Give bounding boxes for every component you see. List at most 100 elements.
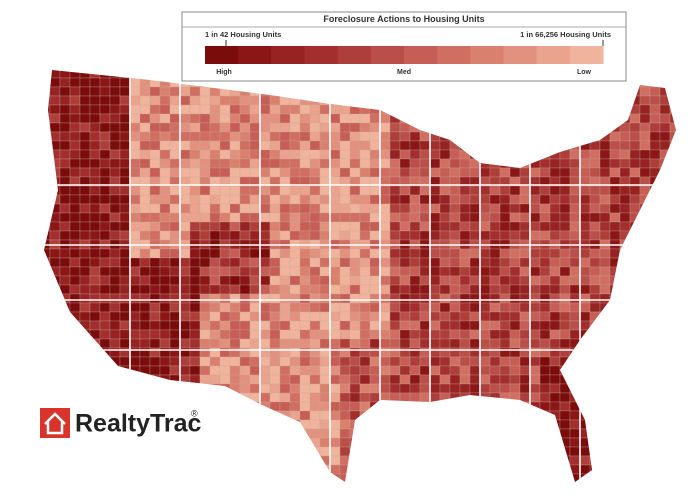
- county: [329, 167, 341, 178]
- county: [69, 194, 81, 205]
- county: [279, 203, 291, 214]
- county: [329, 194, 341, 205]
- county: [119, 86, 131, 97]
- county: [259, 392, 271, 403]
- county: [680, 123, 690, 132]
- county: [559, 338, 571, 349]
- state-line: [44, 70, 676, 480]
- county: [579, 473, 591, 482]
- legend-swatch: [437, 46, 471, 64]
- county: [529, 401, 541, 412]
- county: [499, 104, 511, 115]
- county: [209, 257, 221, 268]
- county: [269, 365, 281, 376]
- county: [209, 410, 221, 421]
- county: [259, 446, 271, 457]
- county: [619, 158, 631, 169]
- county: [239, 284, 251, 295]
- county: [189, 320, 201, 331]
- county: [289, 95, 301, 106]
- county: [399, 86, 411, 97]
- county: [669, 149, 676, 160]
- county: [239, 437, 251, 448]
- county: [519, 104, 531, 115]
- county: [409, 446, 421, 457]
- county: [640, 60, 650, 69]
- county: [59, 302, 71, 313]
- county: [339, 86, 351, 97]
- county: [669, 122, 676, 133]
- county: [169, 311, 181, 322]
- county: [319, 149, 331, 160]
- county: [519, 185, 531, 196]
- county: [259, 185, 271, 196]
- county: [439, 374, 451, 385]
- county: [349, 356, 361, 367]
- county: [339, 140, 351, 151]
- county: [229, 401, 241, 412]
- county: [469, 338, 481, 349]
- county: [529, 356, 541, 367]
- county: [659, 221, 671, 232]
- county: [609, 275, 621, 286]
- county: [569, 365, 581, 376]
- county: [249, 455, 261, 466]
- county: [629, 302, 641, 313]
- county: [209, 113, 221, 124]
- county: [229, 203, 241, 214]
- county: [279, 257, 291, 268]
- county: [489, 212, 501, 223]
- county: [659, 455, 671, 466]
- county: [429, 266, 441, 277]
- county: [349, 437, 361, 448]
- county: [479, 446, 491, 457]
- county: [60, 483, 70, 492]
- county: [329, 428, 341, 439]
- county: [399, 464, 411, 475]
- county: [669, 131, 676, 142]
- state-borders: [44, 70, 676, 480]
- county: [59, 185, 71, 196]
- county: [390, 483, 400, 492]
- county: [529, 275, 541, 286]
- county: [469, 104, 481, 115]
- county: [199, 230, 211, 241]
- county: [149, 311, 161, 322]
- county: [429, 446, 441, 457]
- county: [579, 329, 591, 340]
- county: [69, 149, 81, 160]
- county: [599, 140, 611, 151]
- county: [319, 419, 331, 430]
- county: [309, 248, 321, 259]
- county: [469, 257, 481, 268]
- county: [639, 86, 651, 97]
- county: [49, 374, 61, 385]
- county: [119, 248, 131, 259]
- county: [619, 473, 631, 482]
- county: [269, 266, 281, 277]
- county: [419, 338, 431, 349]
- county: [469, 392, 481, 403]
- county: [129, 293, 141, 304]
- county: [99, 374, 111, 385]
- county: [469, 284, 481, 295]
- county: [629, 86, 641, 97]
- county: [319, 113, 331, 124]
- county: [99, 140, 111, 151]
- county: [449, 167, 461, 178]
- county: [339, 356, 351, 367]
- county: [309, 392, 321, 403]
- county: [359, 410, 371, 421]
- county: [609, 338, 621, 349]
- county: [89, 149, 101, 160]
- county: [669, 248, 676, 259]
- county: [209, 284, 221, 295]
- county: [519, 437, 531, 448]
- county: [579, 167, 591, 178]
- county: [209, 122, 221, 133]
- county: [519, 356, 531, 367]
- county: [299, 329, 311, 340]
- county: [629, 239, 641, 250]
- county: [109, 212, 121, 223]
- county: [279, 248, 291, 259]
